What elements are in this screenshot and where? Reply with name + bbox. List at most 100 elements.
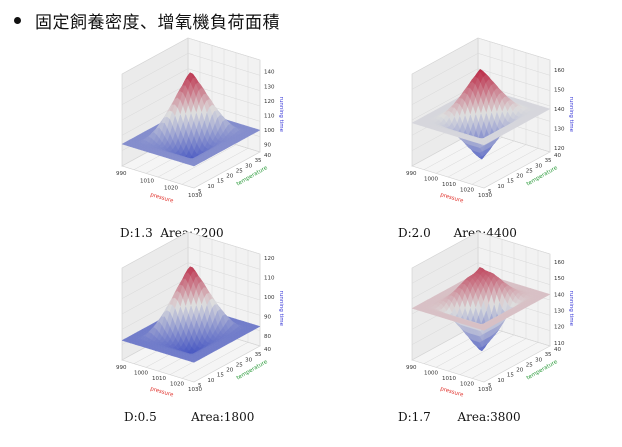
x-tick-label: 1020	[460, 188, 474, 194]
x-tick-label: 990	[406, 171, 417, 177]
y-tick-label: 15	[507, 373, 514, 379]
x-tick-label: 1030	[478, 387, 492, 393]
y-tick-label: 25	[526, 362, 533, 368]
surface-patch	[480, 327, 487, 331]
y-tick-label: 25	[236, 168, 243, 174]
caption-d: D:0.5	[124, 410, 157, 424]
y-tick-label: 40	[264, 347, 271, 353]
surface-mesh	[121, 72, 261, 167]
caption-d: D:1.3	[120, 226, 153, 240]
y-tick-label: 35	[255, 352, 262, 358]
z-tick-label: 160	[554, 260, 565, 266]
z-tick-label: 110	[264, 113, 275, 119]
caption-d05: D:0.5 Area:1800	[124, 410, 254, 424]
grid-line	[435, 45, 503, 174]
caption-area: Area:3800	[457, 410, 521, 424]
y-tick-label: 35	[545, 158, 552, 164]
y-tick-label: 40	[554, 153, 561, 159]
z-tick-label: 140	[554, 292, 565, 298]
y-tick-label: 5	[488, 383, 492, 389]
x-axis-title: pressure	[439, 192, 464, 204]
z-tick-label: 110	[264, 275, 275, 281]
y-tick-label: 35	[255, 158, 262, 164]
heading-text: 固定飼養密度、增氧機負荷面積	[35, 13, 280, 33]
y-tick-label: 40	[264, 153, 271, 159]
surface-mesh	[411, 68, 551, 160]
grid-line	[181, 250, 249, 379]
grid-line	[411, 231, 479, 269]
x-tick-label: 1010	[140, 178, 154, 184]
surface-chart-d13: 990 1010 1020 1030 5 10 15 20 25 30 35 40 90 100 110 12…	[50, 37, 350, 236]
y-tick-label: 5	[198, 383, 202, 389]
caption-d17: D:1.7 Area:3800	[398, 410, 521, 424]
grid-line	[121, 231, 189, 269]
z-tick-label: 150	[554, 276, 565, 282]
x-tick-label: 990	[116, 171, 127, 177]
y-tick-label: 20	[226, 174, 233, 180]
y-tick-label: 35	[545, 352, 552, 358]
x-tick-label: 1000	[134, 371, 148, 377]
x-tick-label: 1010	[152, 376, 166, 382]
x-tick-label: 1020	[460, 382, 474, 388]
y-tick-label: 20	[516, 368, 523, 374]
x-tick-label: 1020	[170, 382, 184, 388]
surface-chart-d20: 990 1000 1010 1020 1030 5 10 15 20 25 30 35 40 120 130…	[340, 37, 622, 236]
grid-line	[411, 68, 479, 105]
grid-line	[411, 262, 479, 299]
z-tick-label: 90	[264, 143, 271, 149]
x-axis-title: pressure	[439, 386, 464, 398]
z-tick-label: 150	[554, 87, 565, 93]
grid-line	[471, 250, 539, 379]
caption-area: Area:1800	[191, 410, 255, 424]
surface-patch	[190, 163, 198, 167]
x-tick-label: 1030	[478, 193, 492, 199]
grid-line	[121, 262, 189, 299]
grid-line	[169, 52, 237, 181]
y-tick-label: 15	[217, 373, 224, 379]
x-tick-label: 990	[406, 365, 417, 371]
z-tick-label: 130	[554, 127, 565, 133]
slide-heading: 固定飼養密度、增氧機負荷面積	[14, 8, 280, 33]
grid-line	[483, 60, 551, 189]
y-tick-label: 10	[497, 378, 504, 384]
grid-line	[447, 49, 515, 178]
grid-line	[459, 246, 527, 375]
z-tick-label: 140	[264, 70, 275, 76]
x-axis-title: pressure	[149, 192, 174, 204]
grid-line	[411, 53, 479, 90]
z-axis-title: running time	[568, 291, 574, 327]
grid-line	[193, 60, 261, 189]
grid-line	[181, 56, 249, 185]
x-tick-label: 1020	[164, 186, 178, 192]
bullet-icon	[14, 17, 21, 24]
z-tick-label: 90	[264, 315, 271, 321]
y-tick-label: 10	[207, 378, 214, 384]
z-axis-title: running time	[278, 291, 284, 327]
grid-line	[193, 254, 261, 383]
grid-line	[121, 68, 189, 105]
grid-line	[459, 52, 527, 181]
y-tick-label: 15	[217, 179, 224, 185]
surface-chart-d17: 990 1000 1010 1020 1030 5 10 15 20 25 30 35 40 110 120…	[340, 231, 622, 430]
y-tick-label: 20	[516, 174, 523, 180]
x-tick-label: 1000	[424, 371, 438, 377]
z-axis-title: running time	[568, 97, 574, 133]
surface-mesh	[411, 267, 551, 352]
z-tick-label: 140	[554, 107, 565, 113]
z-tick-label: 100	[264, 295, 275, 301]
x-axis-title: pressure	[149, 386, 174, 398]
z-tick-label: 80	[264, 334, 271, 340]
caption-d20: D:2.0 Area:4400	[398, 226, 517, 240]
y-tick-label: 10	[207, 184, 214, 190]
y-tick-label: 30	[535, 163, 542, 169]
z-tick-label: 120	[264, 99, 275, 105]
grid-line	[121, 83, 189, 121]
x-tick-label: 1010	[442, 182, 456, 188]
z-tick-label: 110	[554, 341, 565, 347]
x-tick-label: 1000	[424, 177, 438, 183]
x-tick-label: 1010	[442, 376, 456, 382]
caption-d: D:2.0	[398, 226, 431, 240]
